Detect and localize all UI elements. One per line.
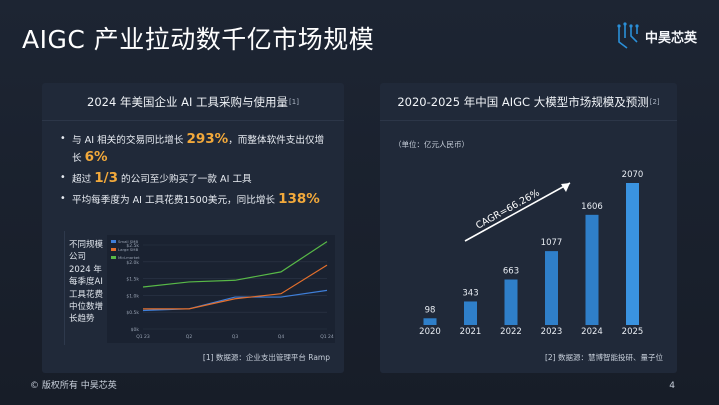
left-panel-title: 2024 年美国企业 AI 工具采购与使用量 — [87, 94, 289, 109]
logo-text: 中昊芯英 — [644, 30, 697, 46]
bar-2023 — [545, 251, 558, 325]
bar-2020 — [423, 318, 437, 325]
x-tick-label: 2025 — [622, 327, 644, 337]
right-panel-title: 2020-2025 年中国 AIGC 大模型市场规模及预测 — [397, 94, 649, 109]
mini-y-tick: $0.5k — [126, 310, 139, 316]
x-tick-label: 2024 — [581, 327, 603, 337]
mini-legend-swatch — [111, 256, 116, 259]
spend-trend-card: 不同规模公司2024 年每季度AI 工具花费中位数增长趋势 $2.5k $2.0k… — [64, 231, 335, 345]
right-source-note: [2] 数据源：慧博智能投研、量子位 — [544, 353, 663, 362]
x-tick-label: 2023 — [541, 327, 563, 337]
page-title: AIGC 产业拉动数千亿市场规模 — [22, 25, 375, 54]
mini-legend-label: Mid-market — [118, 255, 140, 260]
company-logo: 中昊芯英 — [615, 20, 697, 52]
bar-2022 — [504, 279, 518, 325]
mini-series-line — [142, 289, 328, 312]
highlight-value: 293% — [186, 131, 229, 147]
mini-legend-swatch — [111, 240, 116, 243]
bar-value-label: 98 — [425, 305, 436, 315]
bar-value-label: 1606 — [581, 202, 603, 212]
bullet-list: • 与 AI 相关的交易同比增长 293%，而整体软件支出仅增长 6% • 超过… — [42, 121, 344, 209]
left-panel-ref: [1] — [289, 97, 299, 106]
mini-x-tick: Q2 — [186, 334, 193, 340]
mini-series-line — [143, 264, 328, 310]
circuit-logo-icon — [617, 22, 639, 49]
mini-x-tick: Q1 23 — [136, 334, 150, 340]
left-panel-header: 2024 年美国企业 AI 工具采购与使用量 [1] — [42, 83, 344, 121]
mini-legend-label: Large SMB — [118, 247, 139, 252]
highlight-value: 6% — [84, 149, 108, 165]
cagr-arrow — [464, 182, 571, 242]
mini-series-line — [142, 241, 328, 288]
mini-y-tick: $0k — [131, 327, 140, 333]
bullet-item: • 平均每季度为 AI 工具花费1500美元，同比增长 138% — [60, 191, 320, 207]
mini-legend-swatch — [111, 248, 116, 251]
right-panel-header: 2020-2025 年中国 AIGC 大模型市场规模及预测 [2] — [380, 83, 677, 121]
bar-value-label: 2070 — [622, 170, 644, 180]
x-tick-label: 2020 — [419, 327, 441, 337]
mini-x-tick: Q3 — [232, 334, 239, 340]
bar-2024 — [585, 214, 599, 325]
x-tick-label: 2021 — [460, 327, 482, 337]
cagr-label: CAGR=66.26% — [474, 188, 542, 232]
mini-y-tick: $2.0k — [126, 260, 139, 266]
unit-label: （单位：亿元人民币） — [394, 140, 469, 149]
right-panel: 2020-2025 年中国 AIGC 大模型市场规模及预测 [2] （单位：亿元… — [380, 83, 677, 373]
bar-value-label: 343 — [462, 288, 478, 298]
bullet-item: • 超过 1/3 的公司至少购买了一款 AI 工具 — [60, 170, 252, 186]
mini-y-tick: $1.0k — [126, 293, 139, 299]
bar-value-label: 1077 — [541, 238, 563, 248]
left-panel: 2024 年美国企业 AI 工具采购与使用量 [1] • 与 AI 相关的交易同… — [42, 83, 344, 373]
bar-2021 — [464, 301, 477, 325]
page-number: 4 — [669, 381, 675, 391]
highlight-value: 1/3 — [94, 170, 118, 186]
right-panel-ref: [2] — [649, 97, 660, 106]
copyright: © 版权所有 中昊芯英 — [30, 381, 117, 391]
mini-legend-label: Small SMB — [118, 239, 138, 244]
bar-2025 — [626, 183, 639, 325]
bullet-item: • 与 AI 相关的交易同比增长 293%，而整体软件支出仅增长 6% — [60, 131, 325, 165]
mini-x-tick: Q4 — [278, 334, 285, 340]
mini-y-tick: $2.5k — [126, 243, 139, 249]
x-tick-label: 2022 — [500, 327, 522, 337]
highlight-value: 138% — [278, 191, 320, 207]
mini-y-tick: $1.5k — [126, 277, 139, 283]
market-size-bar-chart: 98 2020 343 2021 663 2022 1077 2023 1606 2024 2070… — [419, 170, 644, 337]
mini-x-tick: Q1 24 — [320, 334, 334, 340]
left-source-note: [1] 数据源：企业支出管理平台 Ramp — [202, 353, 330, 362]
spend-trend-caption: 不同规模公司2024 年每季度AI 工具花费中位数增长趋势 — [69, 240, 104, 325]
bar-value-label: 663 — [503, 267, 519, 277]
